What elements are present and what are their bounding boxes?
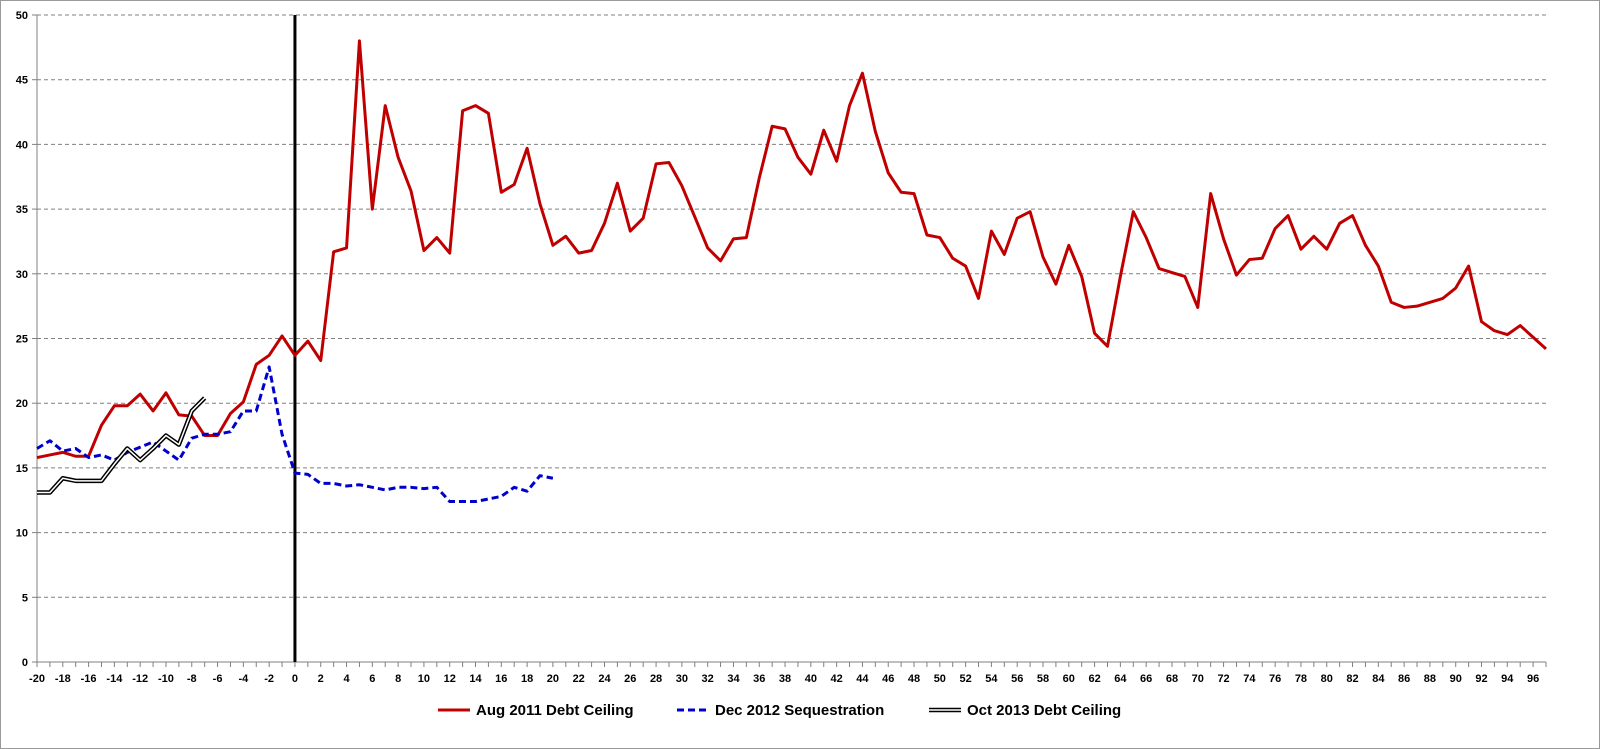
x-tick-label: 40	[805, 673, 817, 685]
x-tick-label: -12	[132, 673, 148, 685]
x-tick-label: 68	[1166, 673, 1178, 685]
y-tick-label: 10	[16, 528, 28, 540]
x-tick-label: -16	[81, 673, 97, 685]
x-tick-label: 80	[1321, 673, 1333, 685]
x-tick-label: 70	[1192, 673, 1204, 685]
legend-label-aug-2011: Aug 2011 Debt Ceiling	[476, 702, 634, 719]
x-tick-label: 2	[318, 673, 324, 685]
x-tick-label: 76	[1269, 673, 1281, 685]
x-tick-label: 56	[1011, 673, 1023, 685]
x-tick-label: 82	[1346, 673, 1358, 685]
x-tick-label: 50	[934, 673, 946, 685]
x-tick-label: 58	[1037, 673, 1049, 685]
y-tick-label: 35	[16, 204, 28, 216]
y-tick-label: 45	[16, 75, 28, 87]
y-tick-label: 30	[16, 269, 28, 281]
x-tick-label: 44	[856, 673, 869, 685]
x-tick-label: -18	[55, 673, 71, 685]
x-tick-label: -14	[106, 673, 123, 685]
y-tick-label: 15	[16, 463, 28, 475]
x-tick-label: -8	[187, 673, 197, 685]
x-tick-label: -20	[29, 673, 45, 685]
y-tick-label: 5	[22, 592, 28, 604]
axes	[32, 14, 1547, 667]
legend-label-dec-2012: Dec 2012 Sequestration	[715, 702, 884, 719]
y-tick-label: 0	[22, 657, 28, 669]
y-tick-label: 25	[16, 334, 28, 346]
series-line-dec-2012	[36, 365, 554, 504]
x-tick-label: 54	[985, 673, 998, 685]
x-tick-label: 62	[1088, 673, 1100, 685]
x-tick-label: 6	[369, 673, 375, 685]
x-tick-label: 20	[547, 673, 559, 685]
x-tick-label: 0	[292, 673, 298, 685]
x-tick-label: 22	[573, 673, 585, 685]
x-tick-label: 16	[495, 673, 507, 685]
x-tick-label: -2	[264, 673, 274, 685]
x-tick-label: 84	[1372, 673, 1385, 685]
x-tick-label: 24	[598, 673, 611, 685]
x-tick-label: 34	[727, 673, 740, 685]
x-tick-label: 64	[1114, 673, 1127, 685]
x-tick-label: 28	[650, 673, 662, 685]
x-tick-label: 78	[1295, 673, 1307, 685]
x-tick-label: 10	[418, 673, 430, 685]
x-tick-label: 42	[831, 673, 843, 685]
series-line-oct-2013-inner	[37, 397, 206, 494]
x-tick-label: 4	[343, 673, 350, 685]
x-tick-label: 60	[1063, 673, 1075, 685]
series-line-aug-2011	[36, 39, 1548, 460]
y-tick-label: 20	[16, 398, 28, 410]
x-tick-label: 46	[882, 673, 894, 685]
x-tick-label: 36	[753, 673, 765, 685]
legend-label-oct-2013: Oct 2013 Debt Ceiling	[967, 702, 1121, 719]
x-tick-label: 90	[1450, 673, 1462, 685]
x-tick-label: -4	[238, 673, 249, 685]
x-tick-label: 88	[1424, 673, 1436, 685]
x-tick-label: 12	[444, 673, 456, 685]
x-tick-label: 26	[624, 673, 636, 685]
series-lines	[36, 39, 1548, 504]
x-tick-label: 8	[395, 673, 401, 685]
x-tick-label: 96	[1527, 673, 1539, 685]
y-tick-label: 40	[16, 139, 28, 151]
x-tick-label: 38	[779, 673, 791, 685]
x-tick-label: 92	[1475, 673, 1487, 685]
x-tick-label: -6	[213, 673, 223, 685]
x-tick-label: 14	[469, 673, 482, 685]
x-tick-label: 74	[1243, 673, 1256, 685]
x-tick-label: 52	[959, 673, 971, 685]
x-tick-label: 18	[521, 673, 533, 685]
x-tick-label: 86	[1398, 673, 1410, 685]
x-tick-label: 94	[1501, 673, 1514, 685]
x-tick-label: 72	[1217, 673, 1229, 685]
x-tick-label: -10	[158, 673, 174, 685]
x-tick-label: 66	[1140, 673, 1152, 685]
y-tick-label: 50	[16, 10, 28, 22]
x-tick-label: 48	[908, 673, 920, 685]
x-tick-label: 32	[702, 673, 714, 685]
x-tick-label: 30	[676, 673, 688, 685]
